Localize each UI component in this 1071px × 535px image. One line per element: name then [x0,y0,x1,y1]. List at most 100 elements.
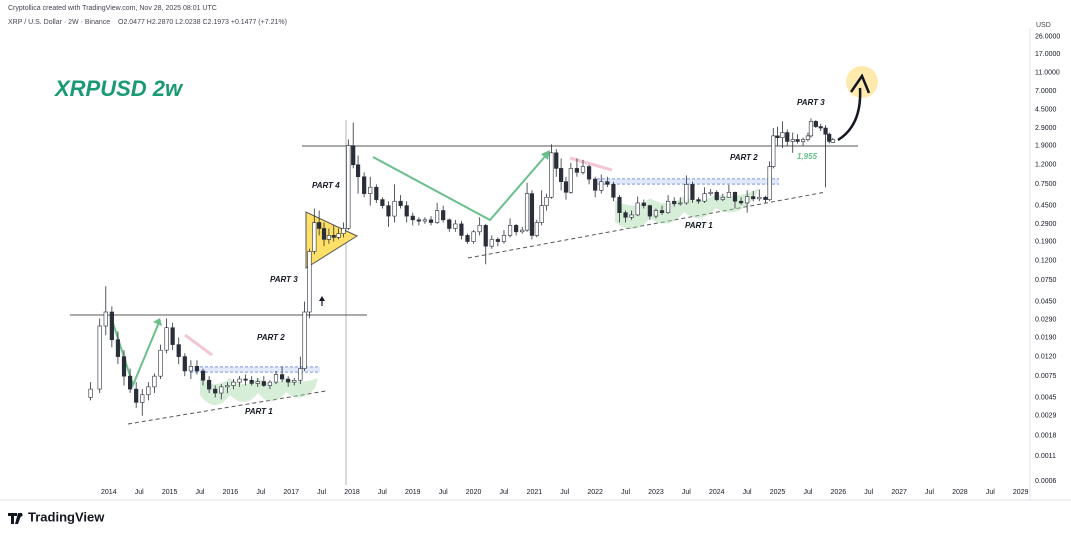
candle-body [684,184,689,204]
candle-body [392,200,397,217]
range-fill [190,367,320,372]
candle-body [605,181,610,185]
candle-body [599,181,604,191]
candle-body [97,325,102,390]
target-glow [846,66,878,98]
x-tick-label: Jul [135,489,144,496]
y-tick-label: 0.7500 [1035,181,1057,188]
candle-body [428,219,434,223]
candle-body [635,202,640,216]
candle-body [775,135,780,138]
y-tick-label: 1.9000 [1035,142,1057,149]
x-tick-label: 2021 [527,489,543,496]
brand-logo [8,513,23,524]
candle-body [586,166,592,180]
candle-body [374,186,379,200]
candle-body [321,228,327,240]
candle-body [790,139,795,142]
x-tick-label: Jul [560,489,569,496]
candle-body [678,202,683,205]
candle-body [696,199,701,202]
candle-body [243,378,248,381]
candle-body [539,205,544,223]
x-tick-label: Jul [317,489,326,496]
candle-body [170,327,175,345]
candle-body [176,344,181,357]
candle-body [549,152,554,198]
x-tick-label: Jul [986,489,995,496]
unit: USD [1036,22,1051,29]
y-tick-label: 0.1900 [1035,238,1057,245]
arrow-path [372,152,549,222]
x-tick-label: 2022 [587,489,603,496]
annotation: PART 2 [257,333,285,342]
candle-body [495,239,500,242]
candle-body [580,166,586,173]
x-tick-label: 2025 [770,489,786,496]
candle-body [140,394,145,403]
annotation: PART 1 [685,221,713,230]
candle-body [529,193,535,236]
y-tick-label: 0.2900 [1035,221,1057,228]
candle-body [231,381,236,386]
candle-body [237,378,242,383]
x-tick-label: 2019 [405,489,421,496]
chart-title: XRPUSD 2w [53,76,184,101]
candle-body [629,214,634,218]
candle-body [672,200,677,205]
candle-body [818,126,823,129]
x-tick-label: Jul [439,489,448,496]
axes: 26.0000 17.0000 11.0000 7.0000 4.5000 2.9000 1… [0,28,1071,501]
candle-body [666,200,671,213]
y-tick-label: 11.0000 [1035,69,1060,76]
candle-body [534,222,539,236]
candle-body [249,379,254,384]
candle-body [823,127,828,135]
candle-body [501,235,507,242]
candle-body [279,374,285,380]
x-tick-label: 2028 [952,489,968,496]
up-arrow-head [319,296,325,301]
candle-body [690,184,695,200]
candle-body [827,133,832,142]
candle-body [745,196,750,204]
candle-body [568,168,573,193]
candle-body [659,210,665,213]
x-tick-label: 2014 [101,489,117,496]
x-tick-label: 2018 [344,489,360,496]
annotation: PART 3 [797,98,825,107]
candle-body [647,205,652,217]
x-tick-label: Jul [196,489,205,496]
candle-body [771,135,776,167]
candle-body [386,205,391,217]
y-tick-label: 0.0006 [1035,478,1057,485]
candle-body [410,215,415,221]
x-tick-label: Jul [864,489,873,496]
candle-body [355,164,361,178]
x-tick-label: 2016 [223,489,239,496]
candle-body [738,200,744,204]
candle-body [459,223,464,236]
candle-body [152,375,157,388]
candle-body [182,356,187,372]
candle-body [213,388,218,394]
y-tick-label: 0.0750 [1035,277,1057,284]
x-tick-label: 2027 [891,489,907,496]
candle-body [121,356,127,377]
drawings [70,66,878,485]
candle-body [292,379,297,383]
x-tick-label: Jul [682,489,691,496]
x-tick-label: Jul [378,489,387,496]
x-tick-label: 2017 [283,489,299,496]
candle-body [757,196,762,200]
candle-body [800,139,806,142]
candle-body [134,388,139,403]
trend-line [127,390,327,425]
candle-body [808,121,814,137]
candle-body [219,386,224,394]
candle-body [158,349,163,377]
candle-body [398,200,403,206]
y-tick-label: 2.9000 [1035,125,1057,132]
candle-body [404,205,409,217]
candle-body [286,378,291,383]
